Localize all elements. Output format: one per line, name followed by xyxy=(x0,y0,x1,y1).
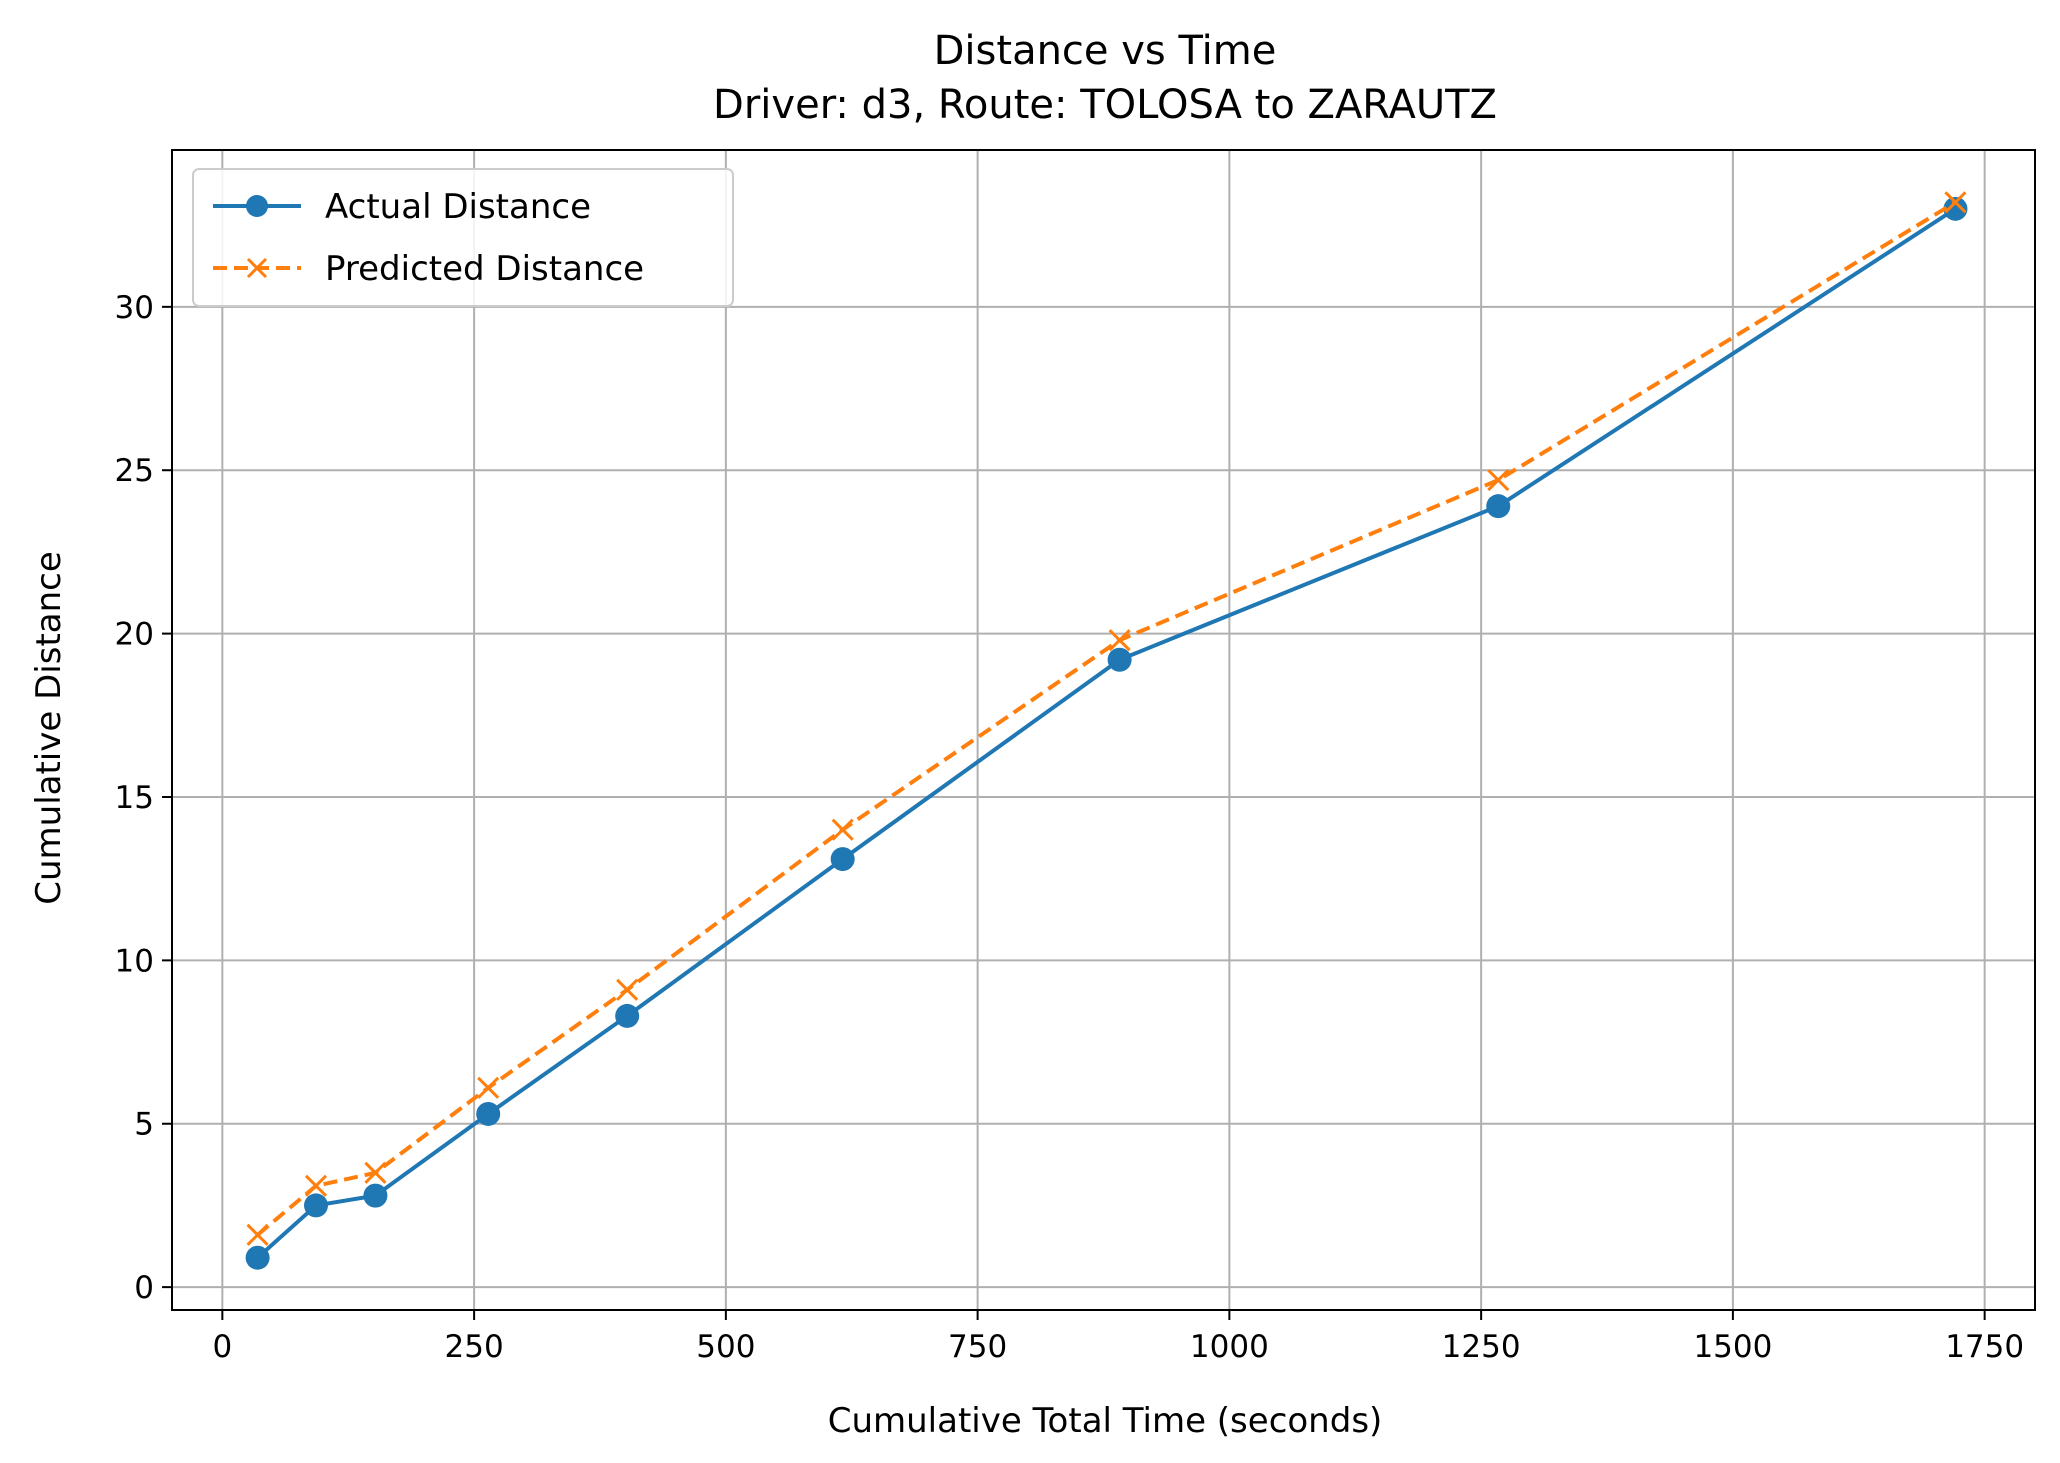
data-point-predicted-distance xyxy=(1108,629,1131,652)
y-tick-label: 25 xyxy=(115,453,154,489)
x-tick-label: 500 xyxy=(696,1329,755,1365)
legend-box xyxy=(192,168,734,307)
axis-ticks: 0 250 500 750 1000 1250 1500 1750 0 5 10 15 20 25 30 xyxy=(115,290,2025,1365)
x-tick-label: 0 xyxy=(212,1329,232,1365)
y-tick-label: 5 xyxy=(134,1107,154,1143)
series-layer xyxy=(245,191,1968,1270)
data-point-actual-distance xyxy=(1107,647,1132,672)
data-point-predicted-distance xyxy=(831,818,854,841)
y-axis-label: Cumulative Distance xyxy=(29,551,69,905)
grid xyxy=(172,150,2035,1310)
data-point-actual-distance xyxy=(245,1245,270,1270)
legend-marker-predicted xyxy=(246,257,268,279)
legend-label-actual: Actual Distance xyxy=(325,187,591,227)
data-point-actual-distance xyxy=(615,1003,640,1028)
chart-subtitle: Driver: d3, Route: TOLOSA to ZARAUTZ xyxy=(713,82,1497,128)
y-tick-label: 0 xyxy=(134,1270,154,1306)
x-tick-label: 1000 xyxy=(1190,1329,1269,1365)
x-tick-label: 1500 xyxy=(1693,1329,1772,1365)
data-point-predicted-distance xyxy=(616,978,639,1001)
y-tick-label: 20 xyxy=(115,617,154,653)
chart-title: Distance vs Time xyxy=(934,28,1277,74)
data-point-actual-distance xyxy=(1943,196,1968,221)
data-point-predicted-distance xyxy=(364,1161,387,1184)
data-point-predicted-distance xyxy=(246,1223,269,1246)
x-axis-label: Cumulative Total Time (seconds) xyxy=(828,1401,1383,1441)
data-point-actual-distance xyxy=(476,1101,501,1126)
y-tick-label: 15 xyxy=(115,780,154,816)
legend: Actual Distance Predicted Distance xyxy=(192,168,734,307)
legend-marker-actual xyxy=(246,195,268,217)
data-point-predicted-distance xyxy=(1944,191,1967,214)
data-point-predicted-distance xyxy=(477,1076,500,1099)
data-point-actual-distance xyxy=(1486,494,1511,519)
legend-label-predicted: Predicted Distance xyxy=(325,249,644,289)
data-point-actual-distance xyxy=(830,847,855,872)
x-tick-label: 750 xyxy=(948,1329,1007,1365)
y-tick-label: 30 xyxy=(115,290,154,326)
x-tick-label: 1250 xyxy=(1442,1329,1521,1365)
data-point-predicted-distance xyxy=(1487,468,1510,492)
x-tick-label: 1750 xyxy=(1945,1329,2024,1365)
data-point-predicted-distance xyxy=(304,1174,328,1197)
data-point-actual-distance xyxy=(304,1193,329,1218)
data-point-actual-distance xyxy=(363,1183,388,1208)
plot-frame xyxy=(171,149,2036,1311)
x-tick-label: 250 xyxy=(445,1329,504,1365)
y-tick-label: 10 xyxy=(115,943,154,979)
